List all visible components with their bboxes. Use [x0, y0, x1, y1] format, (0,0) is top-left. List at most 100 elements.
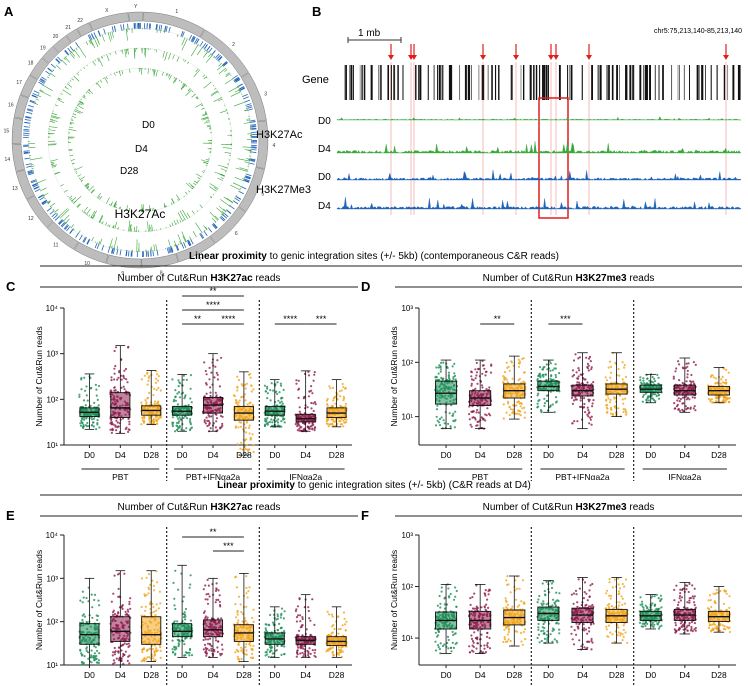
- data-point: [313, 426, 317, 429]
- data-point: [145, 401, 148, 404]
- h3k27ac-signal: [76, 104, 84, 109]
- data-point: [147, 592, 150, 595]
- data-point: [722, 395, 725, 398]
- x-tick-label: D28: [711, 450, 727, 460]
- h3k27ac-signal: [197, 177, 201, 180]
- data-point: [588, 422, 591, 425]
- data-point: [543, 397, 546, 400]
- data-point: [171, 416, 174, 419]
- data-point: [121, 655, 124, 658]
- data-point: [210, 647, 213, 650]
- data-point: [236, 375, 239, 378]
- data-point: [84, 404, 87, 407]
- data-point: [113, 386, 116, 389]
- h3k27ac-signal: [196, 210, 199, 212]
- chromosome-X: [89, 12, 129, 31]
- data-point: [587, 357, 591, 360]
- data-point: [475, 371, 479, 374]
- h3k27ac-signal: [174, 78, 178, 83]
- h3k27ac-signal: [214, 221, 216, 223]
- y-tick-label: 10²: [46, 618, 58, 627]
- data-point: [520, 402, 523, 405]
- data-point: [277, 399, 280, 402]
- data-point: [641, 400, 644, 403]
- h3k27ac-signal: [84, 212, 87, 214]
- data-point: [97, 599, 100, 602]
- h3k27ac-signal: [211, 217, 217, 223]
- data-point: [308, 422, 311, 425]
- data-point: [237, 401, 240, 404]
- x-tick-label: D0: [269, 450, 280, 460]
- data-point: [241, 384, 244, 387]
- h3k27ac-signal: [242, 178, 245, 180]
- data-point: [657, 397, 661, 400]
- data-point: [207, 414, 210, 417]
- data-point: [589, 418, 592, 421]
- data-point: [575, 371, 578, 374]
- title-mark: H3K27ac: [210, 502, 253, 513]
- track-label-me3-d4: D4: [318, 201, 331, 212]
- data-point: [183, 397, 186, 400]
- data-point: [157, 607, 160, 610]
- genome-tracks: [336, 44, 742, 219]
- h3k27ac-signal: [48, 129, 56, 131]
- h3k27ac-signal: [54, 171, 61, 175]
- data-point: [673, 402, 676, 405]
- h3k27ac-signal: [79, 100, 84, 104]
- data-point: [207, 638, 210, 641]
- data-point: [234, 425, 237, 428]
- data-point: [154, 416, 157, 419]
- chromosome-6: [209, 206, 247, 244]
- data-point: [118, 371, 121, 374]
- data-point: [442, 377, 445, 380]
- data-point: [590, 366, 593, 369]
- h3k27ac-signal: [113, 202, 116, 208]
- data-point: [474, 377, 477, 380]
- data-point: [203, 361, 206, 364]
- data-point: [85, 385, 88, 388]
- h3k27ac-signal: [109, 224, 111, 227]
- data-point: [155, 402, 158, 405]
- chromosome-7: [175, 236, 216, 263]
- data-point: [673, 407, 676, 410]
- h3k27ac-signal: [49, 205, 52, 208]
- h3k27ac-signal: [83, 95, 86, 98]
- data-point: [128, 423, 131, 426]
- h3k27ac-signal: [71, 78, 74, 81]
- data-point: [83, 418, 86, 421]
- data-point: [614, 361, 617, 364]
- data-point: [86, 421, 89, 425]
- h3k27ac-signal: [77, 174, 82, 177]
- data-point: [313, 401, 317, 404]
- data-point: [189, 619, 192, 622]
- h3k27ac-signal: [62, 214, 70, 222]
- h3k27ac-signal: [72, 228, 74, 230]
- data-point: [266, 397, 269, 400]
- h3k27ac-signal: [86, 64, 88, 67]
- data-point: [157, 403, 160, 406]
- data-point: [155, 388, 158, 391]
- h3k27ac-signal: [88, 40, 92, 44]
- data-point: [204, 638, 207, 641]
- h3k27ac-signal: [48, 74, 50, 77]
- data-point: [143, 374, 146, 377]
- data-point: [93, 593, 97, 597]
- data-point: [129, 597, 132, 600]
- data-point: [188, 648, 192, 652]
- chromosome-label-22: 22: [77, 18, 83, 24]
- data-point: [299, 425, 302, 428]
- data-point: [177, 379, 180, 382]
- data-point: [184, 615, 187, 618]
- h3k27ac-signal: [204, 49, 207, 52]
- data-point: [140, 378, 143, 381]
- h3k27ac-signal: [86, 208, 91, 215]
- data-point: [122, 643, 125, 646]
- h3k27ac-signal: [75, 107, 77, 109]
- data-point: [577, 367, 580, 370]
- data-point: [554, 363, 557, 366]
- data-point: [451, 365, 454, 368]
- data-point: [173, 597, 176, 600]
- h3k27ac-signal: [51, 163, 54, 165]
- data-point: [174, 607, 177, 611]
- chromosome-10: [74, 241, 109, 264]
